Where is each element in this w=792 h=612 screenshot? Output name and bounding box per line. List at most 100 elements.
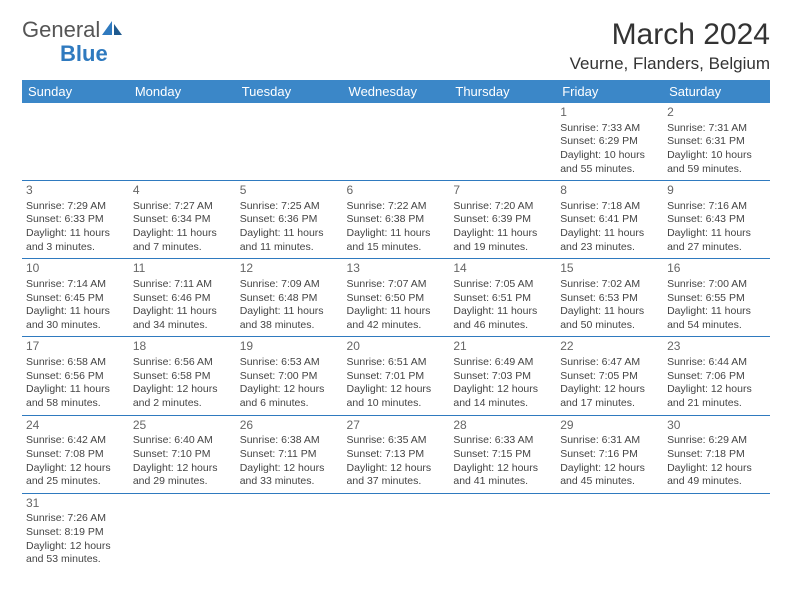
calendar-row: 1Sunrise: 7:33 AMSunset: 6:29 PMDaylight… (22, 103, 770, 181)
day-number: 18 (133, 339, 232, 355)
sunrise-text: Sunrise: 6:53 AM (240, 356, 339, 370)
day-number: 31 (26, 496, 125, 512)
day-number: 9 (667, 183, 766, 199)
empty-cell (556, 493, 663, 571)
sunrise-text: Sunrise: 6:29 AM (667, 434, 766, 448)
logo-text-l: l (95, 17, 100, 42)
weekday-tuesday: Tuesday (236, 80, 343, 103)
sunrise-text: Sunrise: 6:47 AM (560, 356, 659, 370)
daylight-text: Daylight: 12 hours and 53 minutes. (26, 540, 125, 567)
calendar-table: SundayMondayTuesdayWednesdayThursdayFrid… (22, 80, 770, 571)
day-number: 10 (26, 261, 125, 277)
sunrise-text: Sunrise: 7:00 AM (667, 278, 766, 292)
daylight-text: Daylight: 10 hours and 55 minutes. (560, 149, 659, 176)
daylight-text: Daylight: 11 hours and 34 minutes. (133, 305, 232, 332)
day-number: 4 (133, 183, 232, 199)
logo-text-gray: Genera (22, 17, 95, 42)
sunrise-text: Sunrise: 6:40 AM (133, 434, 232, 448)
day-cell: 4Sunrise: 7:27 AMSunset: 6:34 PMDaylight… (129, 181, 236, 259)
sunset-text: Sunset: 6:58 PM (133, 370, 232, 384)
sunset-text: Sunset: 7:03 PM (453, 370, 552, 384)
sunrise-text: Sunrise: 6:31 AM (560, 434, 659, 448)
day-cell: 5Sunrise: 7:25 AMSunset: 6:36 PMDaylight… (236, 181, 343, 259)
weekday-saturday: Saturday (663, 80, 770, 103)
location-text: Veurne, Flanders, Belgium (570, 54, 770, 74)
daylight-text: Daylight: 11 hours and 38 minutes. (240, 305, 339, 332)
sunrise-text: Sunrise: 6:49 AM (453, 356, 552, 370)
empty-cell (22, 103, 129, 181)
day-cell: 10Sunrise: 7:14 AMSunset: 6:45 PMDayligh… (22, 259, 129, 337)
sunset-text: Sunset: 6:51 PM (453, 292, 552, 306)
sunset-text: Sunset: 6:38 PM (347, 213, 446, 227)
sunrise-text: Sunrise: 7:26 AM (26, 512, 125, 526)
calendar-row: 10Sunrise: 7:14 AMSunset: 6:45 PMDayligh… (22, 259, 770, 337)
sunrise-text: Sunrise: 7:14 AM (26, 278, 125, 292)
logo: General Blue (22, 18, 124, 66)
daylight-text: Daylight: 12 hours and 45 minutes. (560, 462, 659, 489)
day-cell: 18Sunrise: 6:56 AMSunset: 6:58 PMDayligh… (129, 337, 236, 415)
day-cell: 22Sunrise: 6:47 AMSunset: 7:05 PMDayligh… (556, 337, 663, 415)
empty-cell (236, 103, 343, 181)
day-cell: 30Sunrise: 6:29 AMSunset: 7:18 PMDayligh… (663, 415, 770, 493)
weekday-sunday: Sunday (22, 80, 129, 103)
day-cell: 31Sunrise: 7:26 AMSunset: 8:19 PMDayligh… (22, 493, 129, 571)
day-cell: 28Sunrise: 6:33 AMSunset: 7:15 PMDayligh… (449, 415, 556, 493)
day-number: 17 (26, 339, 125, 355)
day-cell: 26Sunrise: 6:38 AMSunset: 7:11 PMDayligh… (236, 415, 343, 493)
day-cell: 20Sunrise: 6:51 AMSunset: 7:01 PMDayligh… (343, 337, 450, 415)
sunrise-text: Sunrise: 6:38 AM (240, 434, 339, 448)
day-number: 1 (560, 105, 659, 121)
calendar-row: 31Sunrise: 7:26 AMSunset: 8:19 PMDayligh… (22, 493, 770, 571)
day-cell: 25Sunrise: 6:40 AMSunset: 7:10 PMDayligh… (129, 415, 236, 493)
day-number: 24 (26, 418, 125, 434)
sunset-text: Sunset: 6:36 PM (240, 213, 339, 227)
day-number: 3 (26, 183, 125, 199)
sunrise-text: Sunrise: 6:51 AM (347, 356, 446, 370)
day-number: 12 (240, 261, 339, 277)
daylight-text: Daylight: 12 hours and 14 minutes. (453, 383, 552, 410)
sunrise-text: Sunrise: 7:33 AM (560, 122, 659, 136)
sunset-text: Sunset: 7:00 PM (240, 370, 339, 384)
day-cell: 3Sunrise: 7:29 AMSunset: 6:33 PMDaylight… (22, 181, 129, 259)
sunrise-text: Sunrise: 6:33 AM (453, 434, 552, 448)
daylight-text: Daylight: 12 hours and 6 minutes. (240, 383, 339, 410)
sunrise-text: Sunrise: 7:31 AM (667, 122, 766, 136)
calendar-body: 1Sunrise: 7:33 AMSunset: 6:29 PMDaylight… (22, 103, 770, 571)
day-number: 19 (240, 339, 339, 355)
sunrise-text: Sunrise: 7:11 AM (133, 278, 232, 292)
day-number: 30 (667, 418, 766, 434)
sunset-text: Sunset: 6:56 PM (26, 370, 125, 384)
weekday-thursday: Thursday (449, 80, 556, 103)
sunset-text: Sunset: 6:43 PM (667, 213, 766, 227)
daylight-text: Daylight: 11 hours and 11 minutes. (240, 227, 339, 254)
daylight-text: Daylight: 10 hours and 59 minutes. (667, 149, 766, 176)
sunset-text: Sunset: 7:06 PM (667, 370, 766, 384)
day-number: 21 (453, 339, 552, 355)
day-number: 29 (560, 418, 659, 434)
daylight-text: Daylight: 11 hours and 15 minutes. (347, 227, 446, 254)
empty-cell (129, 103, 236, 181)
day-cell: 24Sunrise: 6:42 AMSunset: 7:08 PMDayligh… (22, 415, 129, 493)
day-cell: 11Sunrise: 7:11 AMSunset: 6:46 PMDayligh… (129, 259, 236, 337)
sunset-text: Sunset: 6:33 PM (26, 213, 125, 227)
sunset-text: Sunset: 7:05 PM (560, 370, 659, 384)
sunrise-text: Sunrise: 7:18 AM (560, 200, 659, 214)
daylight-text: Daylight: 11 hours and 42 minutes. (347, 305, 446, 332)
sunset-text: Sunset: 7:10 PM (133, 448, 232, 462)
day-cell: 12Sunrise: 7:09 AMSunset: 6:48 PMDayligh… (236, 259, 343, 337)
empty-cell (449, 103, 556, 181)
sunset-text: Sunset: 7:11 PM (240, 448, 339, 462)
daylight-text: Daylight: 11 hours and 19 minutes. (453, 227, 552, 254)
daylight-text: Daylight: 11 hours and 23 minutes. (560, 227, 659, 254)
sunset-text: Sunset: 7:08 PM (26, 448, 125, 462)
calendar-row: 24Sunrise: 6:42 AMSunset: 7:08 PMDayligh… (22, 415, 770, 493)
day-number: 28 (453, 418, 552, 434)
day-cell: 14Sunrise: 7:05 AMSunset: 6:51 PMDayligh… (449, 259, 556, 337)
day-number: 11 (133, 261, 232, 277)
sunset-text: Sunset: 6:31 PM (667, 135, 766, 149)
sunset-text: Sunset: 6:41 PM (560, 213, 659, 227)
sunrise-text: Sunrise: 7:16 AM (667, 200, 766, 214)
day-number: 26 (240, 418, 339, 434)
weekday-monday: Monday (129, 80, 236, 103)
daylight-text: Daylight: 12 hours and 17 minutes. (560, 383, 659, 410)
